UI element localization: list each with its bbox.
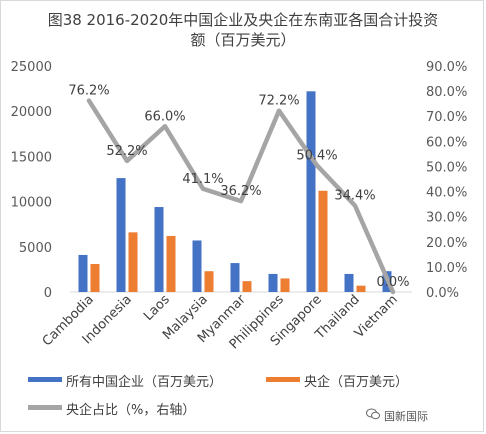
bar-all-firms-singapore — [306, 91, 316, 292]
bar-soe-cambodia — [90, 263, 100, 292]
legend-label-soe-share: 央企占比（%，右轴） — [66, 403, 196, 418]
watermark-text: 国新国际 — [384, 410, 428, 423]
bar-all-firms-thailand — [344, 273, 354, 292]
legend-swatch-all-firms — [28, 377, 62, 382]
y-right-tick-label: 90.0% — [426, 60, 467, 75]
bar-all-firms-malaysia — [192, 240, 202, 292]
bar-soe-indonesia — [128, 232, 138, 292]
chart-title-line-2: 额（百万美元） — [190, 31, 296, 49]
legend-swatch-soe-share — [28, 405, 62, 410]
data-label-soe-share-thailand: 34.4% — [334, 189, 375, 204]
data-label-soe-share-malaysia: 41.1% — [182, 172, 223, 187]
bar-all-firms-cambodia — [78, 254, 88, 292]
x-tick-label-laos: Laos — [141, 292, 173, 324]
y-right-tick-label: 60.0% — [426, 135, 467, 150]
bar-soe-singapore — [318, 190, 328, 292]
y-left-tick-label: 15000 — [11, 150, 52, 165]
y-right-tick-label: 80.0% — [426, 85, 467, 100]
y-left-tick-label: 5000 — [19, 241, 52, 256]
y-right-tick-label: 20.0% — [426, 236, 467, 251]
bar-all-firms-myanmar — [230, 263, 240, 292]
chart-title-line-1: 图38 2016-2020年中国企业及央企在东南亚各国合计投资 — [47, 11, 439, 29]
data-label-soe-share-singapore: 50.4% — [296, 148, 337, 163]
y-right-tick-label: 10.0% — [426, 261, 467, 276]
y-right-tick-label: 30.0% — [426, 211, 467, 226]
legend-label-all-firms: 所有中国企业（百万美元） — [66, 375, 223, 390]
legend-swatch-soe — [266, 377, 300, 382]
bar-all-firms-indonesia — [116, 178, 126, 292]
y-right-tick-label: 70.0% — [426, 110, 467, 125]
data-label-soe-share-cambodia: 76.2% — [68, 84, 109, 99]
data-label-soe-share-philippines: 72.2% — [258, 94, 299, 109]
bar-soe-philippines — [280, 278, 290, 292]
bar-soe-laos — [166, 235, 176, 292]
bar-soe-thailand — [356, 285, 366, 292]
y-left-tick-label: 10000 — [11, 196, 52, 211]
y-left-tick-label: 25000 — [11, 60, 52, 75]
data-label-soe-share-indonesia: 52.2% — [106, 144, 147, 159]
bar-soe-myanmar — [242, 281, 252, 292]
y-right-tick-label: 0.0% — [426, 286, 459, 301]
bar-all-firms-laos — [154, 207, 164, 292]
bar-all-firms-philippines — [268, 273, 278, 292]
y-left-tick-label: 20000 — [11, 105, 52, 120]
y-right-tick-label: 40.0% — [426, 186, 467, 201]
data-label-soe-share-vietnam: 0.0% — [376, 275, 409, 290]
y-left-tick-label: 0 — [44, 286, 52, 301]
y-right-tick-label: 50.0% — [426, 160, 467, 175]
wechat-icon — [366, 408, 380, 420]
data-label-soe-share-laos: 66.0% — [144, 109, 185, 124]
data-label-soe-share-myanmar: 36.2% — [220, 184, 261, 199]
line-soe-share — [86, 98, 396, 295]
legend-label-soe: 央企（百万美元） — [304, 375, 409, 390]
bar-soe-malaysia — [204, 271, 214, 292]
